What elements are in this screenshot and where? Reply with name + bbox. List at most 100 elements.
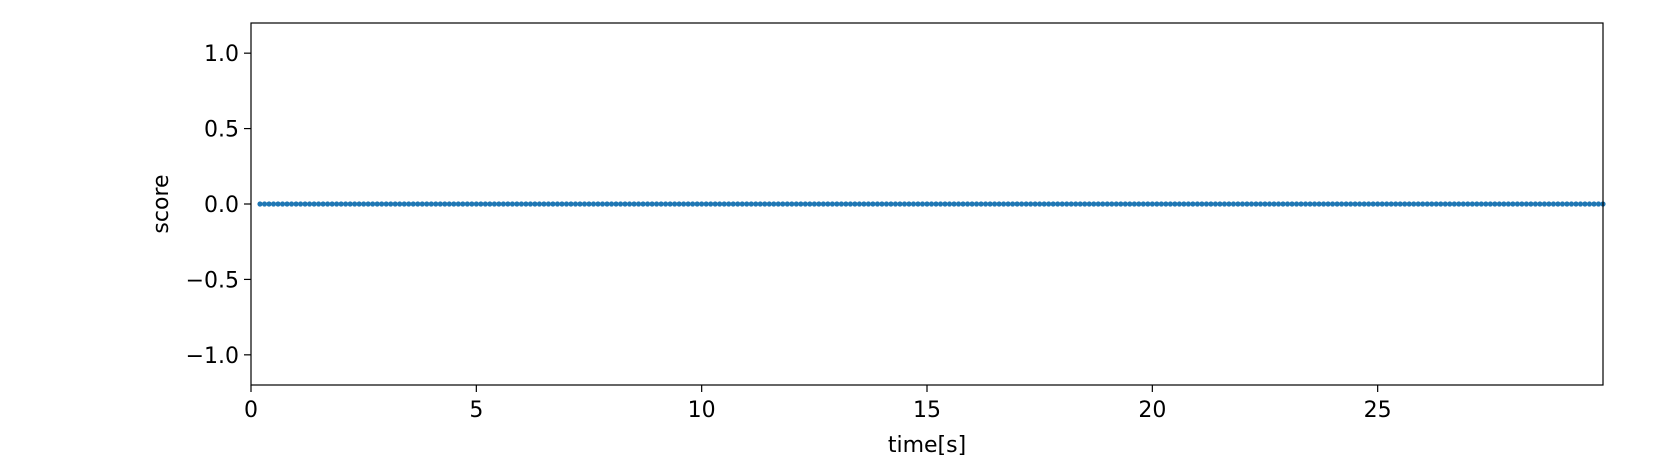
- data-point: [933, 201, 939, 207]
- data-point: [1253, 201, 1259, 207]
- data-point: [1375, 201, 1381, 207]
- data-point: [1433, 201, 1439, 207]
- data-point: [1528, 201, 1534, 207]
- data-point: [964, 201, 971, 207]
- data-point: [500, 201, 506, 207]
- data-point: [1059, 201, 1065, 207]
- data-point: [1293, 201, 1300, 207]
- data-point: [1456, 201, 1462, 207]
- data-point: [1163, 201, 1169, 207]
- data-point: [577, 201, 583, 207]
- data-point: [559, 201, 565, 207]
- x-tick-label: 15: [913, 398, 941, 423]
- x-axis-ticks: 0 5 10 15 20 25: [244, 385, 1392, 423]
- data-point: [1181, 201, 1187, 207]
- data-point: [1469, 201, 1475, 207]
- data-point: [572, 201, 579, 207]
- data-point: [762, 201, 768, 207]
- data-point: [1465, 201, 1471, 207]
- y-axis-ticks: 1.0 0.5 0.0 −0.5 −1.0: [186, 42, 251, 369]
- x-tick-label: 25: [1364, 398, 1392, 423]
- data-point: [1082, 201, 1088, 207]
- data-point: [811, 201, 817, 207]
- data-point: [1266, 201, 1273, 207]
- data-point: [401, 201, 407, 207]
- data-point: [942, 201, 948, 207]
- data-point: [663, 201, 669, 207]
- data-point: [1492, 201, 1498, 207]
- data-point: [1298, 201, 1304, 207]
- data-point: [735, 201, 741, 207]
- data-point: [554, 201, 561, 207]
- data-point: [969, 201, 975, 207]
- data-point: [1235, 201, 1241, 207]
- data-point: [712, 201, 718, 207]
- data-point: [1496, 201, 1502, 207]
- data-point: [1172, 201, 1178, 207]
- data-point: [469, 201, 475, 207]
- data-point: [744, 201, 750, 207]
- data-point: [1302, 201, 1309, 207]
- data-point: [640, 201, 646, 207]
- data-point: [960, 201, 966, 207]
- data-point: [1501, 201, 1507, 207]
- data-point: [1370, 201, 1376, 207]
- data-point: [1068, 201, 1074, 207]
- data-point: [802, 201, 808, 207]
- data-point: [1271, 201, 1277, 207]
- data-point: [906, 201, 912, 207]
- data-point: [879, 201, 885, 207]
- data-point: [334, 201, 340, 207]
- data-point: [1077, 201, 1083, 207]
- data-point: [1510, 201, 1516, 207]
- data-point: [1005, 201, 1011, 207]
- data-point: [739, 201, 745, 207]
- data-point: [541, 201, 547, 207]
- data-point: [672, 201, 678, 207]
- data-point: [915, 201, 921, 207]
- data-point: [973, 201, 980, 207]
- data-point: [302, 201, 308, 207]
- data-point: [1239, 201, 1246, 207]
- data-point: [1366, 201, 1372, 207]
- data-point: [365, 201, 371, 207]
- data-point: [865, 201, 872, 207]
- data-point: [1185, 201, 1191, 207]
- data-point: [338, 201, 344, 207]
- data-point: [595, 201, 601, 207]
- data-point: [1001, 201, 1007, 207]
- data-point: [604, 201, 610, 207]
- data-point: [955, 201, 962, 207]
- data-point: [532, 201, 538, 207]
- data-point: [1586, 201, 1593, 207]
- data-point: [388, 201, 394, 207]
- data-point: [1478, 201, 1484, 207]
- data-point: [694, 201, 700, 207]
- data-point: [433, 201, 439, 207]
- data-point: [1420, 201, 1426, 207]
- data-point: [816, 201, 822, 207]
- data-point: [1046, 201, 1052, 207]
- data-point: [1262, 201, 1268, 207]
- data-point: [284, 201, 290, 207]
- data-point: [883, 201, 890, 207]
- data-point: [424, 201, 430, 207]
- data-point: [1113, 201, 1119, 207]
- data-point: [599, 201, 606, 207]
- data-point: [798, 201, 804, 207]
- data-point: [654, 201, 660, 207]
- data-point: [1199, 201, 1205, 207]
- data-point: [780, 201, 786, 207]
- data-point: [1514, 201, 1520, 207]
- data-point: [1275, 201, 1282, 207]
- data-point: [1406, 201, 1412, 207]
- data-point: [847, 201, 853, 207]
- data-point: [717, 201, 723, 207]
- data-point: [1415, 201, 1421, 207]
- data-point: [451, 201, 457, 207]
- data-point: [681, 201, 687, 207]
- data-point: [491, 201, 497, 207]
- data-point: [464, 201, 470, 207]
- data-point: [487, 201, 493, 207]
